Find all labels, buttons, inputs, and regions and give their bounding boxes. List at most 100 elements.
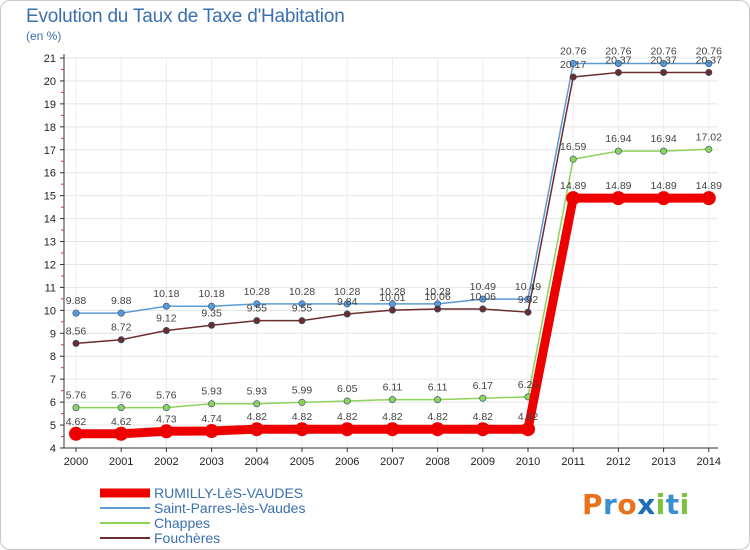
x-tick-label: 2005	[290, 456, 314, 468]
data-point	[479, 394, 487, 402]
x-tick-label: 2014	[697, 456, 721, 468]
data-label: 20.37	[605, 54, 631, 66]
logo-letter: P	[582, 488, 604, 521]
legend-label: Fouchères	[154, 530, 220, 546]
data-label: 10.28	[379, 286, 405, 298]
data-point	[298, 300, 306, 308]
data-point	[705, 145, 713, 153]
data-label: 9.12	[156, 313, 177, 325]
data-label: 6.11	[383, 382, 403, 394]
data-label: 6.05	[337, 383, 358, 395]
data-point	[249, 422, 264, 437]
chart-title: Evolution du Taux de Taxe d'Habitation	[26, 6, 345, 27]
logo-letter: t	[665, 488, 680, 521]
x-tick-label: 2010	[516, 456, 540, 468]
data-point	[701, 191, 716, 206]
legend-label: RUMILLY-LèS-VAUDES	[154, 485, 303, 501]
legend-label: Chappes	[154, 515, 210, 531]
data-point	[434, 305, 442, 313]
data-label: 20.76	[650, 46, 676, 58]
data-point	[117, 309, 125, 317]
data-point	[705, 68, 713, 76]
data-label: 14.89	[605, 180, 631, 192]
data-label: 14.89	[650, 180, 676, 192]
data-label: 9.88	[111, 295, 132, 307]
data-point	[385, 422, 400, 437]
data-label: 10.49	[470, 281, 496, 293]
data-label: 10.28	[424, 286, 450, 298]
data-point	[388, 306, 396, 314]
data-point	[388, 396, 396, 404]
logo-letter: x	[637, 488, 656, 521]
data-point	[72, 309, 80, 317]
data-point	[298, 317, 306, 325]
logo-letter: r	[603, 488, 618, 521]
x-tick-label: 2000	[64, 456, 88, 468]
data-label: 4.82	[337, 411, 358, 423]
y-tick-label: 14	[44, 214, 56, 226]
data-label: 6.11	[428, 382, 448, 394]
data-point	[298, 398, 306, 406]
proxiti-logo: Proxiti	[582, 488, 690, 521]
data-label: 9.55	[292, 303, 313, 315]
logo-letter: i	[655, 488, 666, 521]
logo-letter: o	[617, 488, 638, 521]
logo-letter: i	[679, 488, 690, 521]
y-tick-label: 16	[44, 168, 56, 180]
data-label: 4.82	[292, 411, 313, 423]
data-point	[295, 422, 309, 437]
data-label: 5.93	[247, 386, 268, 398]
x-tick-label: 2012	[606, 456, 630, 468]
y-tick-label: 19	[44, 99, 56, 111]
data-point	[660, 60, 668, 68]
data-point	[569, 155, 577, 163]
data-point	[656, 191, 671, 206]
legend-label: Saint-Parres-lès-Vaudes	[154, 500, 305, 516]
y-tick-label: 8	[50, 351, 56, 363]
data-label: 5.93	[201, 386, 222, 398]
x-tick-label: 2013	[651, 456, 675, 468]
data-label: 10.01	[379, 292, 405, 304]
data-label: 20.37	[696, 54, 722, 66]
x-tick-label: 2003	[199, 456, 223, 468]
data-point	[475, 422, 490, 437]
series-saint-parres-l-s-vaudes	[72, 60, 713, 317]
data-label: 16.59	[560, 141, 586, 153]
data-label: 8.56	[66, 325, 87, 337]
data-label: 5.76	[156, 390, 177, 402]
data-point	[253, 300, 261, 308]
data-point	[253, 400, 261, 408]
y-tick-label: 4	[50, 443, 56, 455]
data-point	[569, 60, 577, 68]
data-label: 14.89	[560, 180, 586, 192]
data-point	[479, 305, 487, 313]
data-label: 5.99	[292, 384, 313, 396]
data-point	[340, 422, 355, 437]
data-label: 16.94	[605, 133, 631, 145]
x-tick-label: 2004	[245, 456, 269, 468]
x-tick-label: 2001	[109, 456, 133, 468]
data-point	[524, 308, 532, 316]
y-tick-label: 13	[44, 237, 56, 249]
data-label: 20.17	[560, 59, 586, 71]
data-point	[614, 60, 622, 68]
x-tick-label: 2011	[561, 456, 585, 468]
y-tick-label: 12	[44, 259, 56, 271]
data-point	[343, 397, 351, 405]
data-point	[521, 422, 535, 437]
data-label: 20.76	[605, 46, 631, 58]
data-point	[208, 321, 216, 329]
data-point	[204, 424, 219, 439]
data-label: 10.28	[289, 286, 315, 298]
data-label: 9.88	[66, 295, 87, 307]
data-label: 10.28	[334, 286, 360, 298]
data-point	[208, 302, 216, 310]
series-fouch-res	[72, 68, 713, 347]
data-point	[343, 300, 351, 308]
data-label: 10.18	[198, 288, 224, 300]
data-label: 16.94	[650, 133, 676, 145]
data-point	[614, 147, 622, 155]
y-tick-label: 21	[44, 53, 56, 65]
x-tick-label: 2008	[425, 456, 449, 468]
